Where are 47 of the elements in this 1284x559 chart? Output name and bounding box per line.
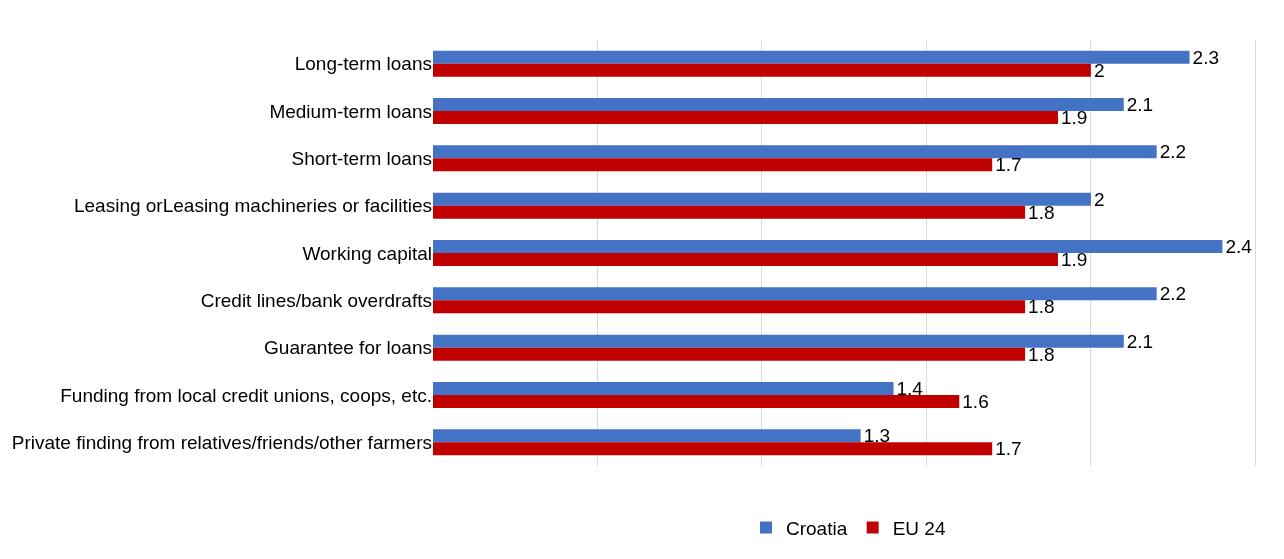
bar: [433, 205, 1026, 219]
bar: [433, 334, 1124, 348]
bar: [433, 158, 993, 172]
data-label: 2.1: [1126, 93, 1154, 115]
data-label: 2.2: [1159, 283, 1187, 305]
data-label: 2: [1093, 59, 1105, 81]
bar: [433, 347, 1026, 361]
data-label: 1.4: [896, 377, 924, 399]
y-tick-label: Medium-term loans: [269, 100, 432, 122]
bar: [433, 97, 1124, 111]
data-label: 1.6: [962, 391, 989, 413]
y-tick-label: Working capital: [302, 242, 432, 264]
bar: [433, 192, 1091, 206]
data-label: 2: [1093, 188, 1105, 210]
data-label: 1.7: [995, 438, 1022, 460]
data-label: 2.3: [1192, 46, 1219, 68]
y-tick-label: Long-term loans: [294, 53, 432, 75]
bar: [433, 287, 1157, 301]
data-label: 2.2: [1159, 141, 1187, 163]
y-tick-label: Leasing orLeasing machineries or facilities: [73, 195, 432, 217]
data-label: 1.9: [1060, 249, 1088, 271]
data-label: 1.8: [1028, 296, 1055, 318]
bar: [433, 111, 1058, 125]
legend-label: EU 24: [892, 517, 946, 539]
y-tick-label: Funding from local credit unions, coops, etc.: [60, 384, 432, 406]
data-label: 1.9: [1060, 107, 1088, 129]
y-tick-label: Credit lines/bank overdrafts: [200, 289, 432, 311]
bar: [433, 50, 1190, 64]
data-label: 1.8: [1028, 201, 1055, 223]
y-tick-label: Short-term loans: [291, 147, 432, 169]
data-label: 1.3: [863, 425, 891, 447]
bar: [433, 429, 861, 443]
legend-label: Croatia: [786, 517, 848, 539]
data-label: 1.8: [1028, 343, 1055, 365]
y-tick-label: Guarantee for loans: [264, 337, 432, 359]
bar: [433, 253, 1058, 267]
bar: [433, 63, 1091, 77]
bar: [433, 145, 1157, 159]
bar: [433, 300, 1026, 314]
data-label: 2.4: [1225, 235, 1253, 257]
bar: [433, 395, 960, 409]
data-label: 1.7: [995, 154, 1022, 176]
bar: [433, 381, 894, 395]
data-label: 2.1: [1126, 330, 1154, 352]
bar: [433, 442, 993, 456]
y-tick-label: Private finding from relatives/friends/other farmers: [11, 431, 432, 453]
bar: [433, 239, 1223, 253]
